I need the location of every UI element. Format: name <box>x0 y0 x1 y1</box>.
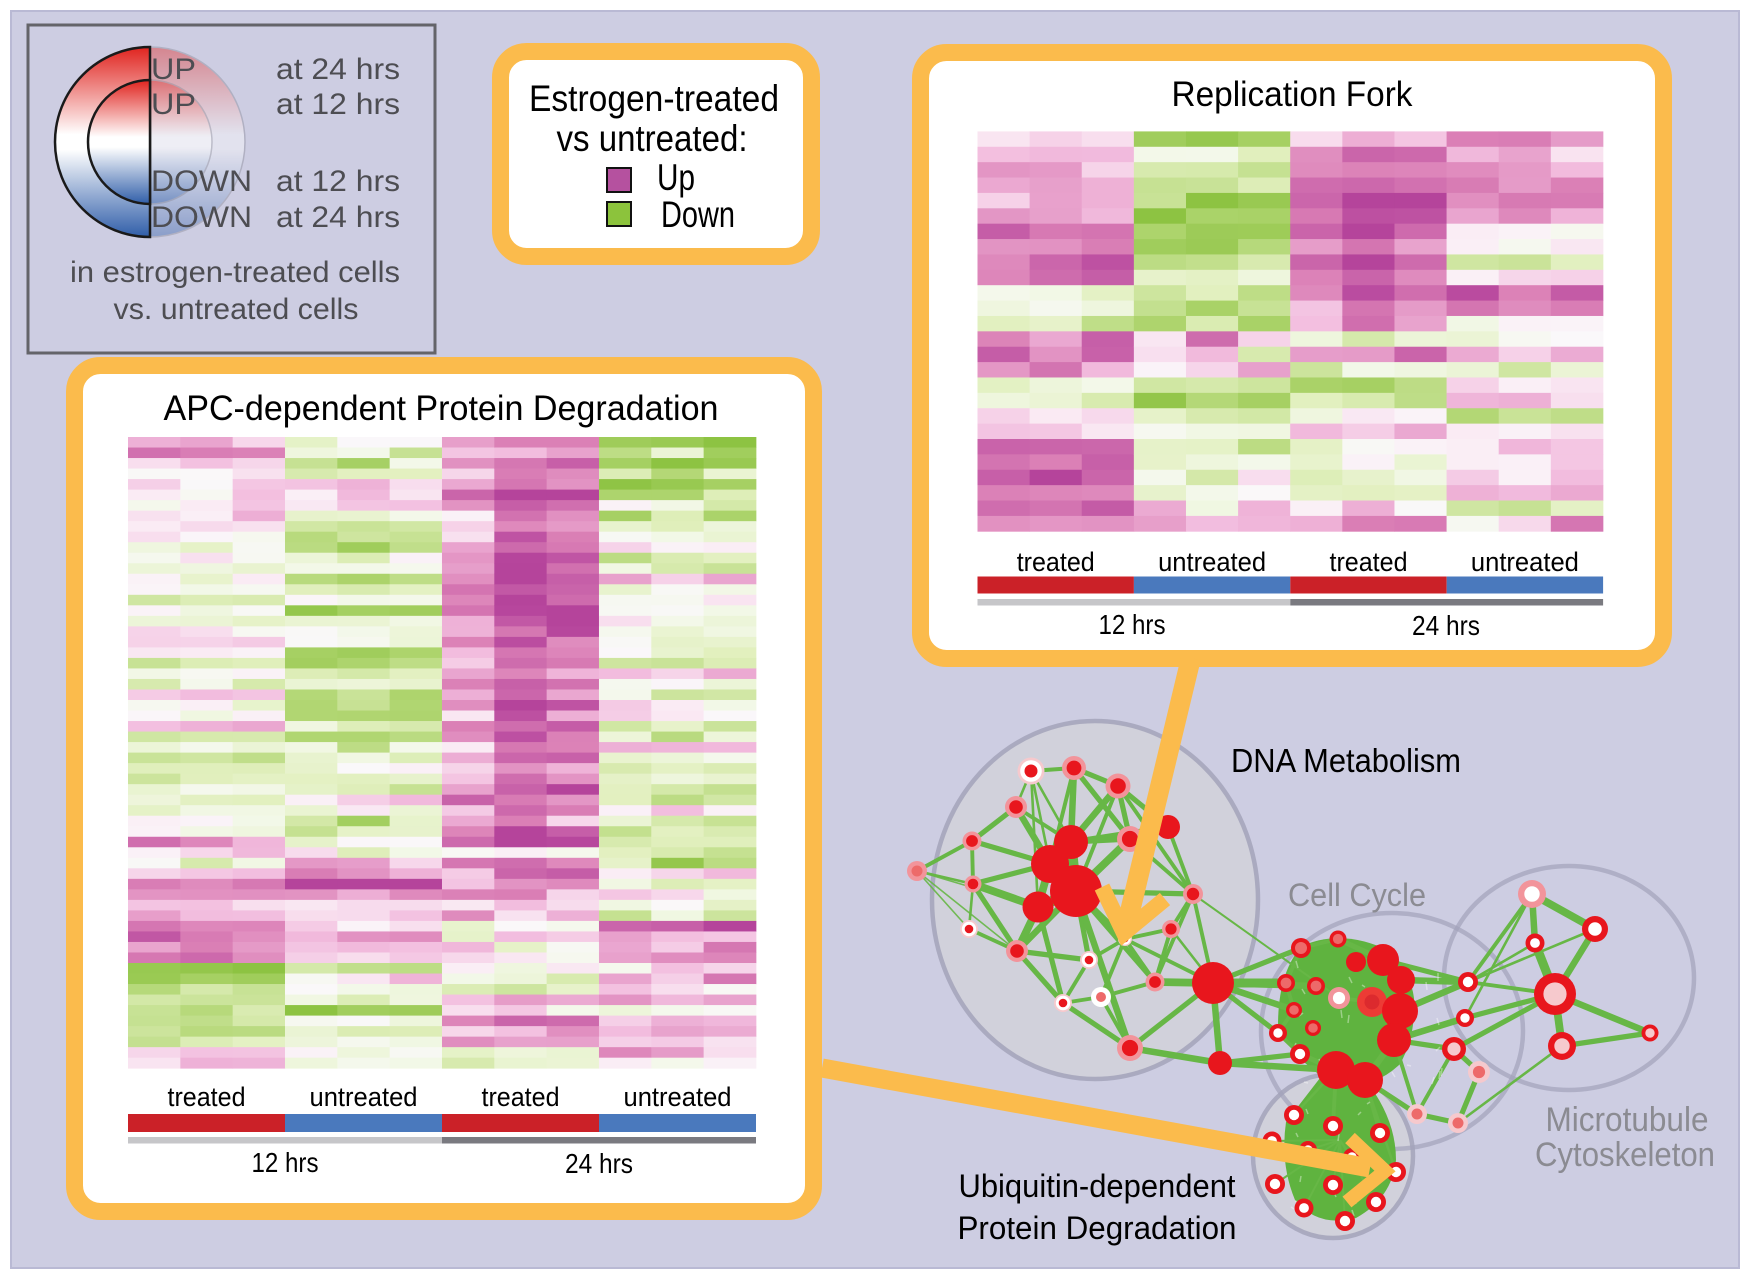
svg-text:treated: treated <box>1330 547 1408 577</box>
svg-text:DNA Metabolism: DNA Metabolism <box>1231 742 1461 779</box>
svg-text:DOWN: DOWN <box>151 165 252 198</box>
svg-text:Estrogen-treated: Estrogen-treated <box>529 78 779 119</box>
svg-text:UP: UP <box>151 88 196 121</box>
svg-text:Down: Down <box>661 194 735 235</box>
svg-text:Protein Degradation: Protein Degradation <box>958 1210 1237 1246</box>
svg-text:untreated: untreated <box>624 1082 732 1112</box>
svg-text:vs. untreated cells: vs. untreated cells <box>114 293 359 326</box>
svg-text:at 12 hrs: at 12 hrs <box>276 88 400 121</box>
svg-text:at 24 hrs: at 24 hrs <box>276 201 400 234</box>
svg-text:untreated: untreated <box>1471 547 1579 577</box>
svg-text:in estrogen-treated cells: in estrogen-treated cells <box>70 256 400 289</box>
svg-text:at 12 hrs: at 12 hrs <box>276 165 400 198</box>
svg-text:DOWN: DOWN <box>151 201 252 234</box>
svg-text:Cytoskeleton: Cytoskeleton <box>1535 1136 1715 1174</box>
svg-text:treated: treated <box>168 1082 246 1112</box>
svg-text:APC-dependent Protein Degradat: APC-dependent Protein Degradation <box>164 389 719 428</box>
svg-text:UP: UP <box>151 53 196 86</box>
svg-text:12 hrs: 12 hrs <box>1099 609 1166 640</box>
svg-text:24 hrs: 24 hrs <box>565 1148 633 1179</box>
svg-text:treated: treated <box>482 1082 560 1112</box>
svg-text:untreated: untreated <box>310 1082 418 1112</box>
svg-text:Replication Fork: Replication Fork <box>1172 75 1413 114</box>
svg-text:treated: treated <box>1017 547 1095 577</box>
svg-text:Ubiquitin-dependent: Ubiquitin-dependent <box>959 1168 1236 1204</box>
svg-text:Up: Up <box>657 157 695 198</box>
svg-text:24 hrs: 24 hrs <box>1412 610 1480 641</box>
svg-text:Cell Cycle: Cell Cycle <box>1288 877 1426 913</box>
svg-text:vs untreated:: vs untreated: <box>557 118 748 159</box>
svg-text:at 24 hrs: at 24 hrs <box>276 53 400 86</box>
svg-text:Microtubule: Microtubule <box>1546 1101 1709 1139</box>
svg-text:12 hrs: 12 hrs <box>252 1147 319 1178</box>
svg-text:untreated: untreated <box>1158 547 1266 577</box>
